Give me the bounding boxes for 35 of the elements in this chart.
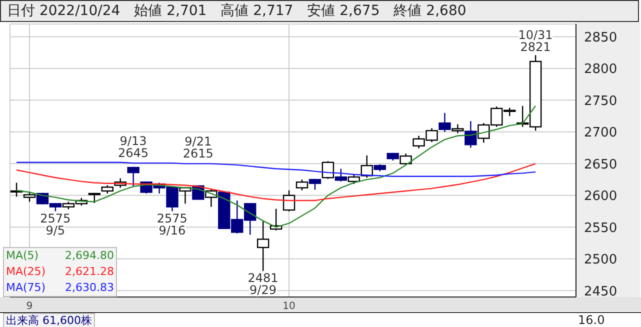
chart-title: 日付 2022/10/24 始値 2,701 高値 2,717 安値 2,675 終値 2,680	[0, 0, 639, 22]
candlestick	[296, 178, 308, 191]
text: MA(25)	[6, 264, 46, 280]
candlestick	[127, 166, 140, 188]
candlestick	[282, 190, 296, 212]
y-tick-label: 2850	[584, 30, 618, 46]
candlestick	[348, 173, 360, 185]
annotation: 10/31 2821	[518, 28, 553, 54]
annotation: 2481 9/29	[248, 270, 278, 297]
annotation: 9/21 2615	[182, 134, 214, 161]
text: MA(5)	[6, 248, 39, 264]
text: 16.0	[578, 313, 605, 327]
candlestick	[23, 191, 36, 202]
y-tick-label: 2550	[584, 220, 618, 236]
annotation: 2,694.80	[65, 248, 114, 264]
y-tick-label: 2600	[584, 189, 618, 204]
y-tick-label: 2500	[584, 252, 618, 268]
annotation: 2575 9/5	[40, 211, 71, 238]
y-tick-label: 2700	[584, 126, 618, 141]
text: MA(75)	[6, 280, 46, 296]
candlestick	[334, 168, 348, 182]
annotation: 2,630.83	[65, 280, 114, 296]
annotation: 2575 9/16	[156, 211, 188, 238]
candlestick	[438, 112, 451, 133]
candlestick	[256, 220, 270, 272]
y-tick-label: 2650	[584, 157, 618, 172]
x-tick-label: 9	[26, 301, 33, 312]
y-tick-label: 2750	[584, 94, 618, 109]
x-tick-label: 10	[282, 301, 296, 312]
line-series	[16, 162, 536, 177]
text: 出来高 61,600株	[3, 313, 95, 327]
annotation: 9/13 2645	[118, 134, 149, 160]
y-tick-label: 2450	[584, 284, 618, 300]
y-tick-label: 2800	[584, 62, 618, 78]
annotation: 2,621.28	[65, 264, 114, 280]
